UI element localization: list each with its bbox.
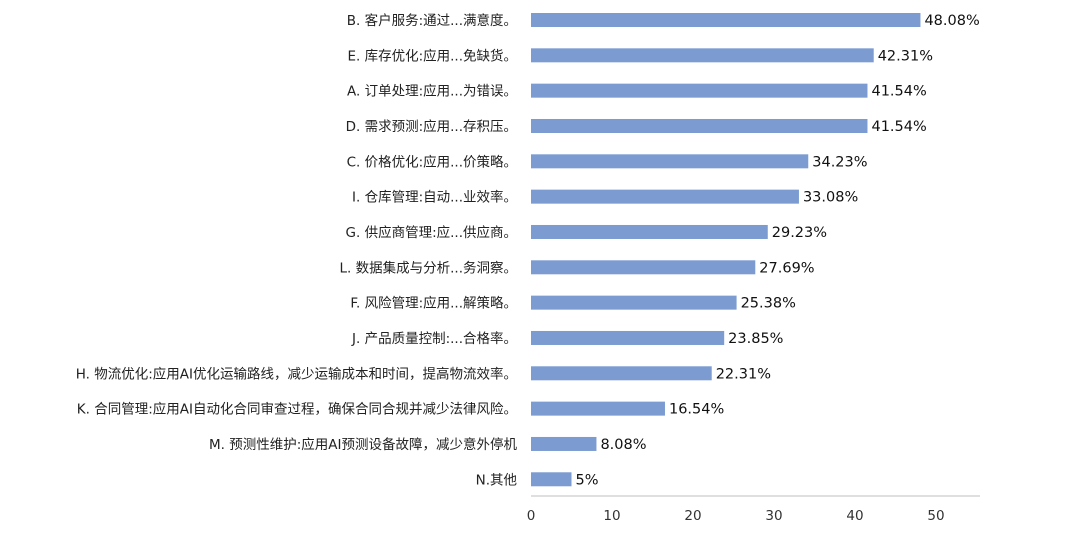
category-label: I. 仓库管理:自动...业效率。 xyxy=(352,189,517,206)
category-label: F. 风险管理:应用...解策略。 xyxy=(350,295,517,312)
data-label: 27.69% xyxy=(759,260,814,276)
data-label: 16.54% xyxy=(669,402,724,418)
bar xyxy=(531,330,725,345)
category-label: G. 供应商管理:应...供应商。 xyxy=(346,224,517,241)
data-label: 22.31% xyxy=(716,366,771,382)
x-axis: 0 10 20 30 40 50 xyxy=(527,495,980,524)
bar xyxy=(531,13,921,27)
data-label: 33.08% xyxy=(803,190,858,206)
bar xyxy=(531,295,737,310)
category-labels: B. 客户服务:通过...满意度。 E. 库存优化:应用...免缺货。 A. 订单处… xyxy=(76,12,518,488)
bar xyxy=(531,472,572,487)
bar xyxy=(531,154,809,169)
bar xyxy=(531,83,868,98)
bar xyxy=(531,48,874,63)
category-label: N.其他 xyxy=(476,472,517,488)
data-label: 23.85% xyxy=(728,331,783,347)
bar xyxy=(531,401,665,416)
category-label: E. 库存优化:应用...免缺货。 xyxy=(347,47,517,64)
data-label: 41.54% xyxy=(871,119,926,135)
data-label: 48.08% xyxy=(924,13,979,29)
value-labels: 48.08% 42.31% 41.54% 41.54% 34.23% 33.08% 29.2… xyxy=(576,13,980,488)
bar xyxy=(531,366,712,381)
category-label: A. 订单处理:应用...为错误。 xyxy=(347,83,517,100)
x-tick-label: 40 xyxy=(846,508,863,524)
x-tick-label: 30 xyxy=(765,508,782,524)
category-label: L. 数据集成与分析...务洞察。 xyxy=(340,259,517,276)
bar xyxy=(531,224,768,239)
data-label: 25.38% xyxy=(741,296,796,312)
bar xyxy=(531,118,868,133)
data-label: 8.08% xyxy=(600,437,646,453)
x-tick-label: 0 xyxy=(527,508,536,524)
x-tick-label: 20 xyxy=(684,508,701,524)
bars-layer xyxy=(531,13,921,487)
data-label: 41.54% xyxy=(871,84,926,100)
data-label: 29.23% xyxy=(772,225,827,241)
bar xyxy=(531,189,799,204)
bar xyxy=(531,260,756,275)
category-label: M. 预测性维护:应用AI预测设备故障，减少意外停机 xyxy=(209,436,517,453)
data-label: 34.23% xyxy=(812,154,867,170)
category-label: K. 合同管理:应用AI自动化合同审查过程，确保合同合规并减少法律风险。 xyxy=(77,401,517,418)
category-label: C. 价格优化:应用...价策略。 xyxy=(347,153,517,170)
category-label: J. 产品质量控制:...合格率。 xyxy=(351,330,517,347)
category-label: H. 物流优化:应用AI优化运输路线，减少运输成本和时间，提高物流效率。 xyxy=(76,365,517,382)
x-tick-label: 10 xyxy=(603,508,620,524)
x-tick-label: 50 xyxy=(927,508,944,524)
data-label: 5% xyxy=(576,472,599,488)
bar xyxy=(531,436,597,451)
category-label: B. 客户服务:通过...满意度。 xyxy=(347,12,517,29)
category-label: D. 需求预测:应用...存积压。 xyxy=(346,118,517,135)
data-label: 42.31% xyxy=(878,48,933,64)
